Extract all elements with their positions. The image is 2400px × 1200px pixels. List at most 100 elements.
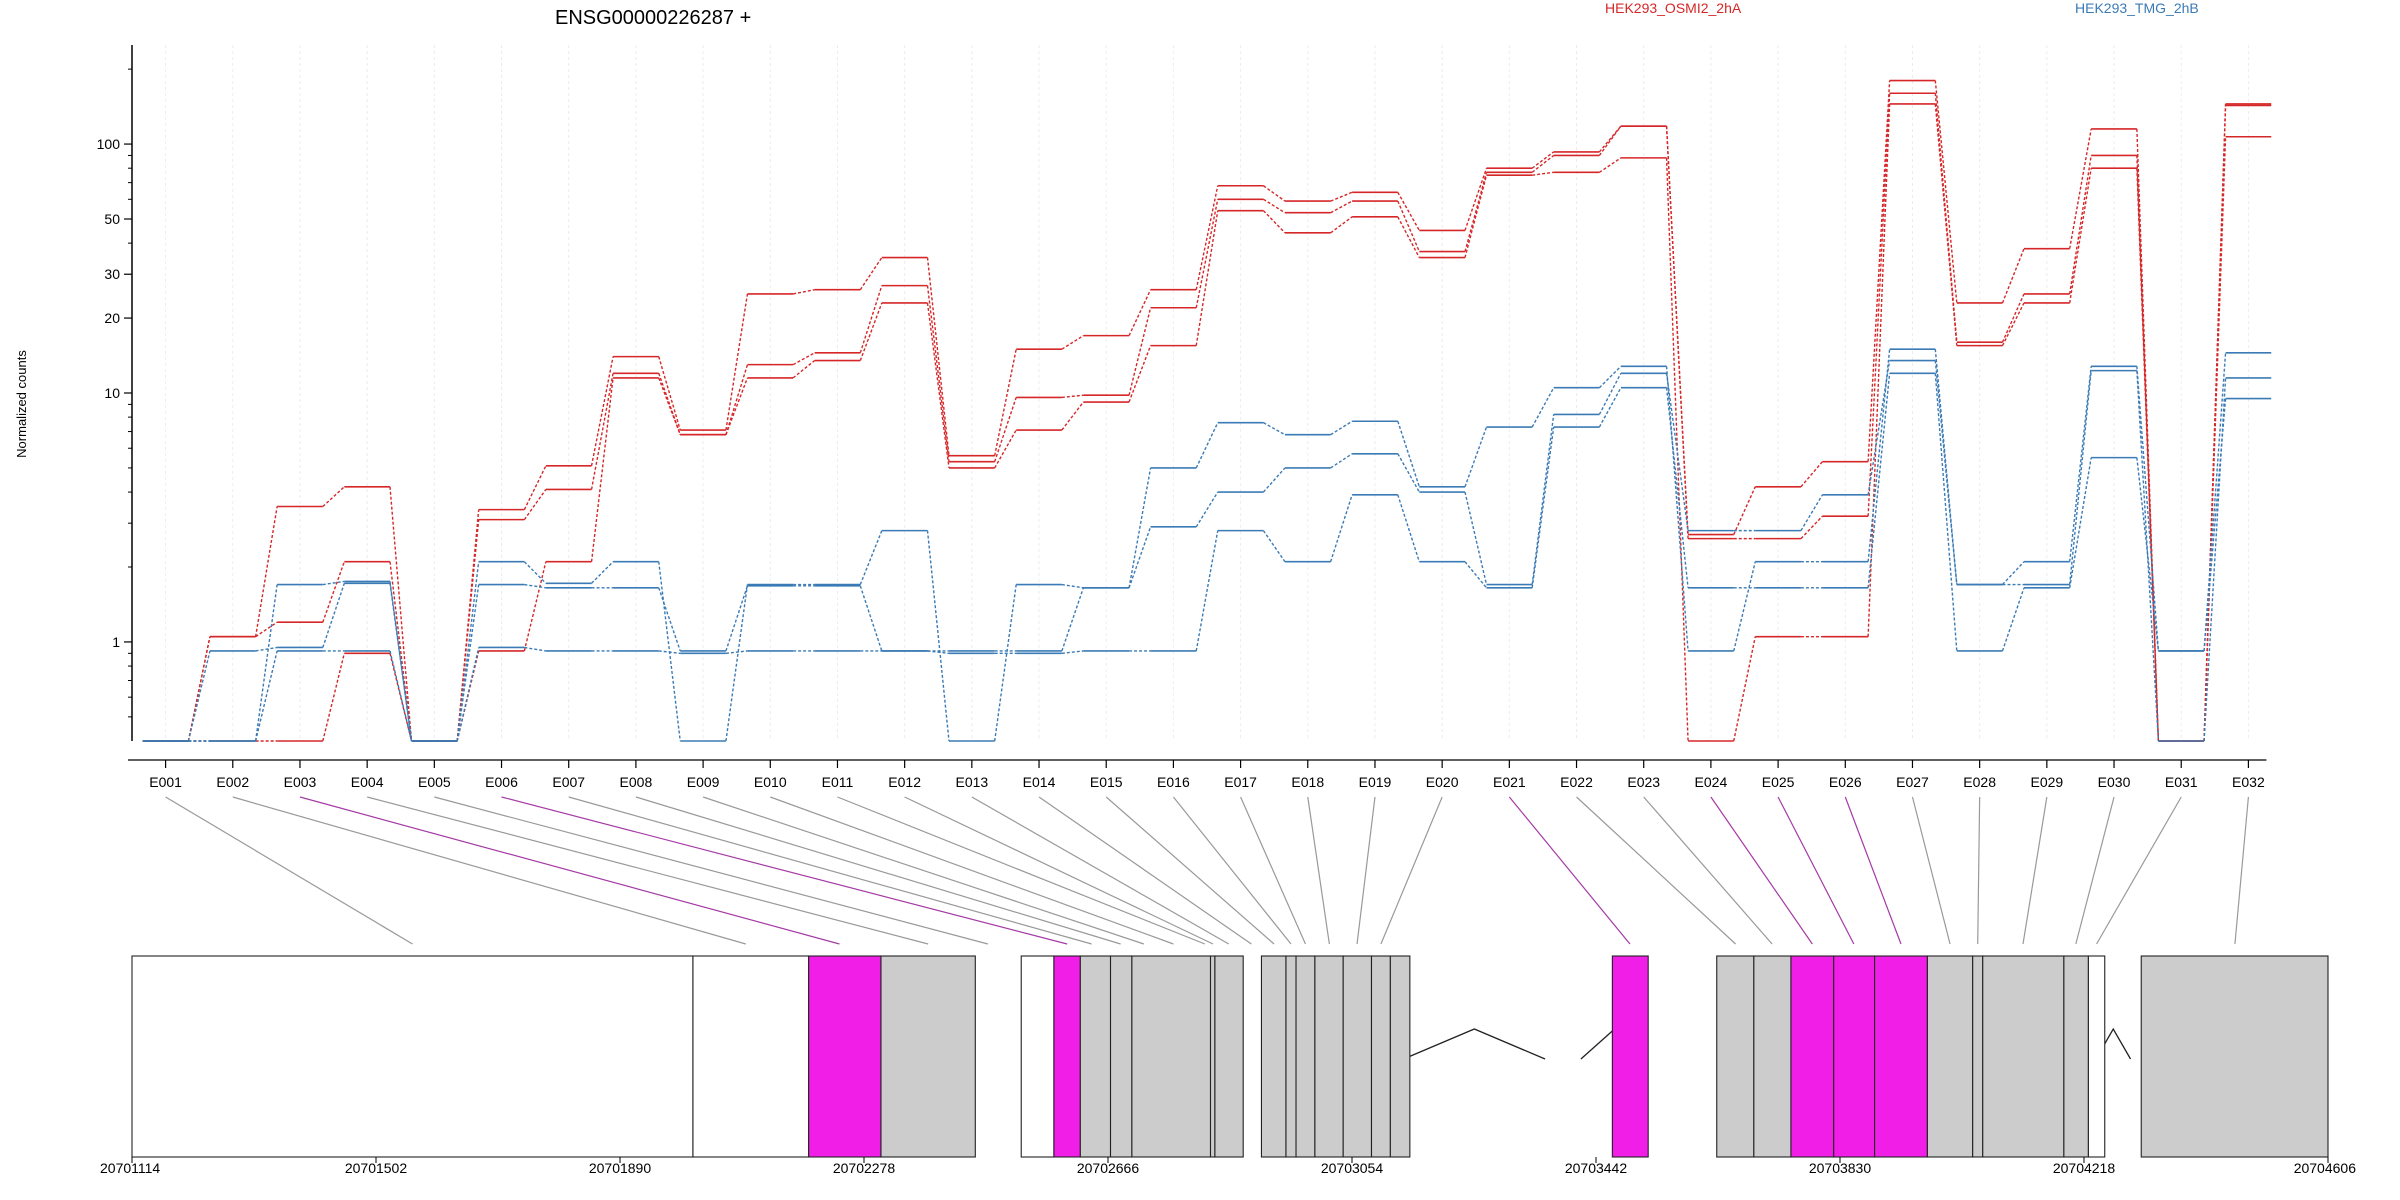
series-connector <box>725 364 749 435</box>
intron <box>1403 1028 1546 1060</box>
series-connector <box>1464 426 1488 488</box>
exon-link <box>1240 796 1307 945</box>
series-connector <box>1598 372 1622 415</box>
series-connector <box>456 584 480 742</box>
series-connector <box>255 621 278 638</box>
exon-highlighted <box>808 955 882 1158</box>
series-connector <box>1733 486 1756 535</box>
series-connector <box>926 285 950 462</box>
series-connector <box>2001 248 2025 304</box>
y-tick-label: 50 <box>104 211 120 227</box>
x-tick-label: E031 <box>2165 774 2198 790</box>
exon <box>1285 955 1297 1158</box>
x-tick-label: E010 <box>754 774 787 790</box>
series-connector <box>2203 352 2227 652</box>
series-group <box>142 79 2272 742</box>
exon <box>2063 955 2089 1158</box>
x-tick-label: E015 <box>1090 774 1123 790</box>
x-tick-label: E009 <box>687 774 720 790</box>
x-tick-label: E029 <box>2030 774 2063 790</box>
series-group <box>142 92 2272 742</box>
series-connector <box>1800 515 1823 540</box>
exon-highlighted <box>1790 955 1835 1158</box>
series-connector <box>1531 151 1555 169</box>
series-connector <box>322 653 345 742</box>
series-connector <box>1598 387 1622 428</box>
series-connector <box>2203 398 2227 652</box>
series-connector <box>725 377 749 435</box>
genomic-tick-label: 20701890 <box>589 1160 652 1176</box>
exon-link <box>1508 796 1631 945</box>
legend-entry-osmi2: HEK293_OSMI2_2hA <box>1605 0 1742 16</box>
series-group <box>142 103 2272 742</box>
series-connector <box>993 584 1017 742</box>
exon-link <box>501 796 1068 945</box>
series-connector <box>792 360 816 379</box>
x-tick-label: E018 <box>1291 774 1324 790</box>
exon-link <box>434 796 989 945</box>
series-connector <box>389 486 413 742</box>
series-connector <box>926 302 950 469</box>
series-lines <box>142 79 2272 742</box>
series-connector <box>1733 636 1756 742</box>
series-connector <box>926 530 950 742</box>
exon <box>1079 955 1112 1158</box>
series-connector <box>1531 387 1555 428</box>
series-connector <box>1128 526 1152 589</box>
chart-title-group: ENSG00000226287 + <box>555 7 751 29</box>
y-axis: 1 10 20 30 50 100 <box>97 45 133 741</box>
series-connector <box>1531 426 1555 588</box>
series-connector <box>1934 373 1958 652</box>
series-connector <box>658 587 681 652</box>
x-tick-label: E007 <box>552 774 585 790</box>
exon <box>1020 955 1055 1158</box>
exon-link <box>2075 796 2115 945</box>
exon <box>1209 955 1216 1158</box>
series-connector <box>2068 168 2092 304</box>
exon-link <box>904 796 1214 945</box>
series-connector <box>1665 387 1689 588</box>
series-connector <box>2001 293 2025 343</box>
series-connector <box>1061 335 1084 350</box>
y-tick-label: 100 <box>97 136 121 152</box>
exon-link <box>2022 796 2048 945</box>
series-connector <box>1397 453 1420 493</box>
exon-link <box>837 796 1206 945</box>
x-tick-label: E028 <box>1963 774 1996 790</box>
exon-link <box>770 796 1174 945</box>
series-connector <box>1262 467 1286 493</box>
exon <box>1716 955 1755 1158</box>
series-connector <box>1397 216 1420 258</box>
genomic-tick-label: 20702666 <box>1077 1160 1140 1176</box>
series-connector <box>927 650 950 655</box>
series-connector <box>1934 360 1958 585</box>
series-connector <box>322 486 345 508</box>
y-tick-label: 30 <box>104 266 120 282</box>
series-connector <box>1128 345 1152 403</box>
series-connector <box>2203 136 2227 742</box>
x-tick-label: E021 <box>1493 774 1526 790</box>
series-connector <box>1800 494 1824 531</box>
series-connector <box>1263 185 1286 202</box>
series-connector <box>1397 421 1420 488</box>
exon <box>2087 955 2106 1158</box>
series-connector <box>1263 422 1286 436</box>
x-tick-label: E023 <box>1627 774 1660 790</box>
series-connector <box>1128 307 1152 396</box>
exon <box>1131 955 1212 1158</box>
series-connector <box>1867 360 1891 495</box>
exon-link <box>367 796 929 945</box>
series-connector <box>1329 494 1353 562</box>
series-connector <box>1330 200 1353 214</box>
series-connector <box>1397 494 1420 562</box>
exon-bin-links <box>165 796 2250 945</box>
series-connector <box>859 285 883 354</box>
exon <box>1982 955 2065 1158</box>
series-connector <box>994 349 1017 456</box>
series-connector <box>1867 93 1891 517</box>
series-connector <box>1128 289 1152 336</box>
genomic-tick-label: 20704218 <box>2053 1160 2116 1176</box>
series-connector <box>1464 561 1488 589</box>
exon-highlighted <box>1874 955 1928 1158</box>
vertical-gridlines <box>165 45 2249 741</box>
